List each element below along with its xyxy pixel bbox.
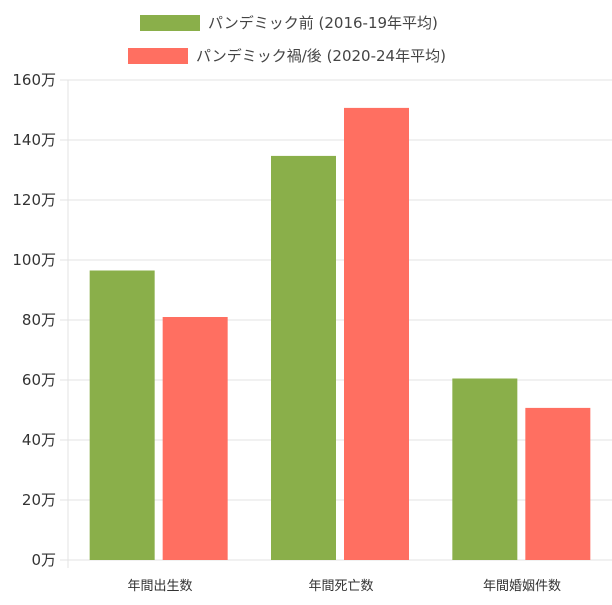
legend-label-pre-pandemic[interactable]: パンデミック前 (2016-19年平均) [208, 14, 438, 32]
bar-pre-pandemic-2[interactable] [271, 155, 336, 560]
y-tick-label: 0万 [31, 551, 56, 569]
bar-post-pandemic-2[interactable] [344, 107, 409, 561]
x-tick-label: 年間婚姻件数 [483, 579, 561, 594]
bar-pre-pandemic-3[interactable] [452, 378, 518, 561]
legend-label-post-pandemic[interactable]: パンデミック禍/後 (2020-24年平均) [196, 47, 446, 65]
y-tick-label: 100万 [12, 251, 56, 269]
legend: パンデミック前 (2016-19年平均) パンデミック禍/後 (2020-24年… [128, 14, 446, 65]
y-tick-label: 160万 [12, 71, 56, 89]
x-tick-label: 年間出生数 [127, 579, 192, 594]
bars [89, 107, 591, 561]
y-tick-label: 20万 [22, 491, 56, 509]
y-tick-label: 40万 [22, 431, 56, 449]
y-axis: 0万 20万 40万 60万 80万 100万 120万 140万 160万 [12, 71, 69, 569]
y-tick-label: 80万 [22, 311, 56, 329]
y-tick-label: 120万 [12, 191, 56, 209]
bar-pre-pandemic-1[interactable] [89, 270, 155, 561]
legend-swatch-pre-pandemic[interactable] [140, 15, 200, 31]
bar-post-pandemic-3[interactable] [525, 407, 591, 560]
legend-swatch-post-pandemic[interactable] [128, 48, 188, 64]
x-tick-label: 年間死亡数 [308, 579, 373, 594]
x-axis: 年間出生数 年間死亡数 年間婚姻件数 [127, 579, 561, 594]
y-tick-label: 60万 [22, 371, 56, 389]
y-tick-label: 140万 [12, 131, 56, 149]
bar-post-pandemic-1[interactable] [162, 317, 228, 560]
